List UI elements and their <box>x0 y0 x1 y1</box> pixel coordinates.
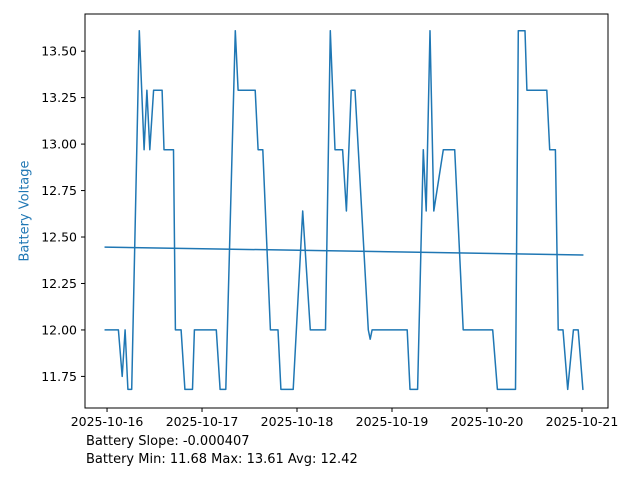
chart-footer: Battery Slope: -0.000407 Battery Min: 11… <box>86 433 358 468</box>
y-tick-label: 13.25 <box>41 90 77 105</box>
x-tick-label: 2025-10-16 <box>71 414 144 429</box>
x-tick-label: 2025-10-20 <box>451 414 524 429</box>
y-tick-label: 12.50 <box>41 230 77 245</box>
y-tick-label: 13.50 <box>41 44 77 59</box>
x-tick-label: 2025-10-21 <box>546 414 619 429</box>
battery-min-max-avg-text: Battery Min: 11.68 Max: 13.61 Avg: 12.42 <box>86 451 358 467</box>
battery-trend-line <box>104 246 584 256</box>
x-tick-label: 2025-10-17 <box>166 414 239 429</box>
y-tick-label: 12.75 <box>41 183 77 198</box>
x-tick-label: 2025-10-19 <box>356 414 429 429</box>
plot-border <box>84 13 609 409</box>
battery-voltage-line <box>104 29 584 391</box>
y-tick-label: 12.25 <box>41 276 77 291</box>
y-tick-label: 12.00 <box>41 322 77 337</box>
y-axis-label: Battery Voltage <box>17 160 33 262</box>
y-tick-label: 13.00 <box>41 137 77 152</box>
battery-slope-text: Battery Slope: -0.000407 <box>86 434 250 449</box>
x-tick-label: 2025-10-18 <box>261 414 334 429</box>
y-tick-label: 11.75 <box>41 369 77 384</box>
